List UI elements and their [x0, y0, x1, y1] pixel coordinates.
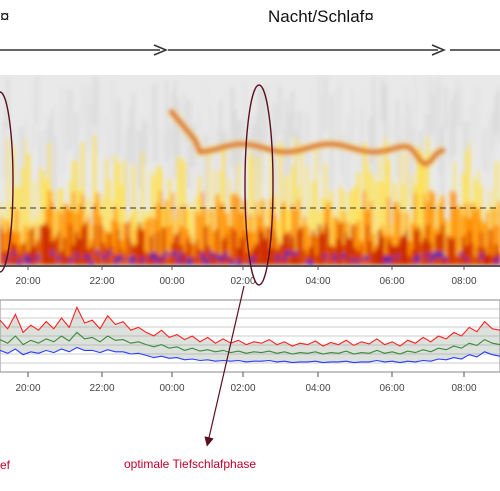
heatmap-tick-label: 06:00	[379, 276, 404, 287]
line-chart-tick-label: 00:00	[159, 383, 184, 394]
line-chart-band	[0, 307, 500, 363]
heatmap-tick-label: 02:00	[230, 276, 255, 287]
deep-sleep-pointer-arrow	[204, 285, 245, 447]
line-chart-grid	[0, 299, 500, 373]
line-chart-tick-label: 08:00	[451, 383, 476, 394]
timeline-arrow-evening-head	[153, 44, 168, 56]
timeline-arrow-night-head	[431, 44, 446, 56]
heatmap-cells	[0, 75, 500, 265]
mean-series-line	[0, 331, 500, 355]
heatmap-bottom-border	[0, 265, 500, 267]
line-chart-x-ticks: 20:00 22:00 00:00 02:00 04:00 06:00 08:00	[15, 372, 477, 394]
deep-sleep-annotation-label: optimale Tiefschlafphase	[124, 457, 256, 471]
heatmap-x-ticks: 20:00 22:00 00:00 02:00 04:00 06:00 08:00	[15, 265, 477, 287]
upper-series-line	[0, 305, 500, 347]
line-chart-series	[0, 305, 500, 364]
heatmap-tick-label: 04:00	[305, 276, 330, 287]
heatmap-tick-label: 00:00	[159, 276, 184, 287]
line-chart-tick-label: 20:00	[15, 383, 40, 394]
line-chart-tick-label: 06:00	[379, 383, 404, 394]
heatmap-tick-label: 08:00	[451, 276, 476, 287]
heatmap-chart: 20:00 22:00 00:00 02:00 04:00 06:00 08:00	[0, 75, 500, 287]
left-annotation-label: ef	[0, 458, 11, 472]
header-title: Nacht/Schlaf¤	[268, 7, 374, 26]
line-chart: 20:00 22:00 00:00 02:00 04:00 06:00 08:00	[0, 299, 500, 394]
lower-series-line	[0, 346, 500, 364]
line-chart-tick-label: 02:00	[230, 383, 255, 394]
heatmap-tick-label: 20:00	[15, 276, 40, 287]
line-chart-tick-label: 04:00	[305, 383, 330, 394]
left-highlight-ellipse	[0, 91, 14, 273]
heatmap-tick-label: 22:00	[89, 276, 114, 287]
line-chart-tick-label: 22:00	[89, 383, 114, 394]
deep-sleep-highlight-ellipse	[244, 84, 274, 286]
left-header-label: ¤	[0, 7, 9, 26]
